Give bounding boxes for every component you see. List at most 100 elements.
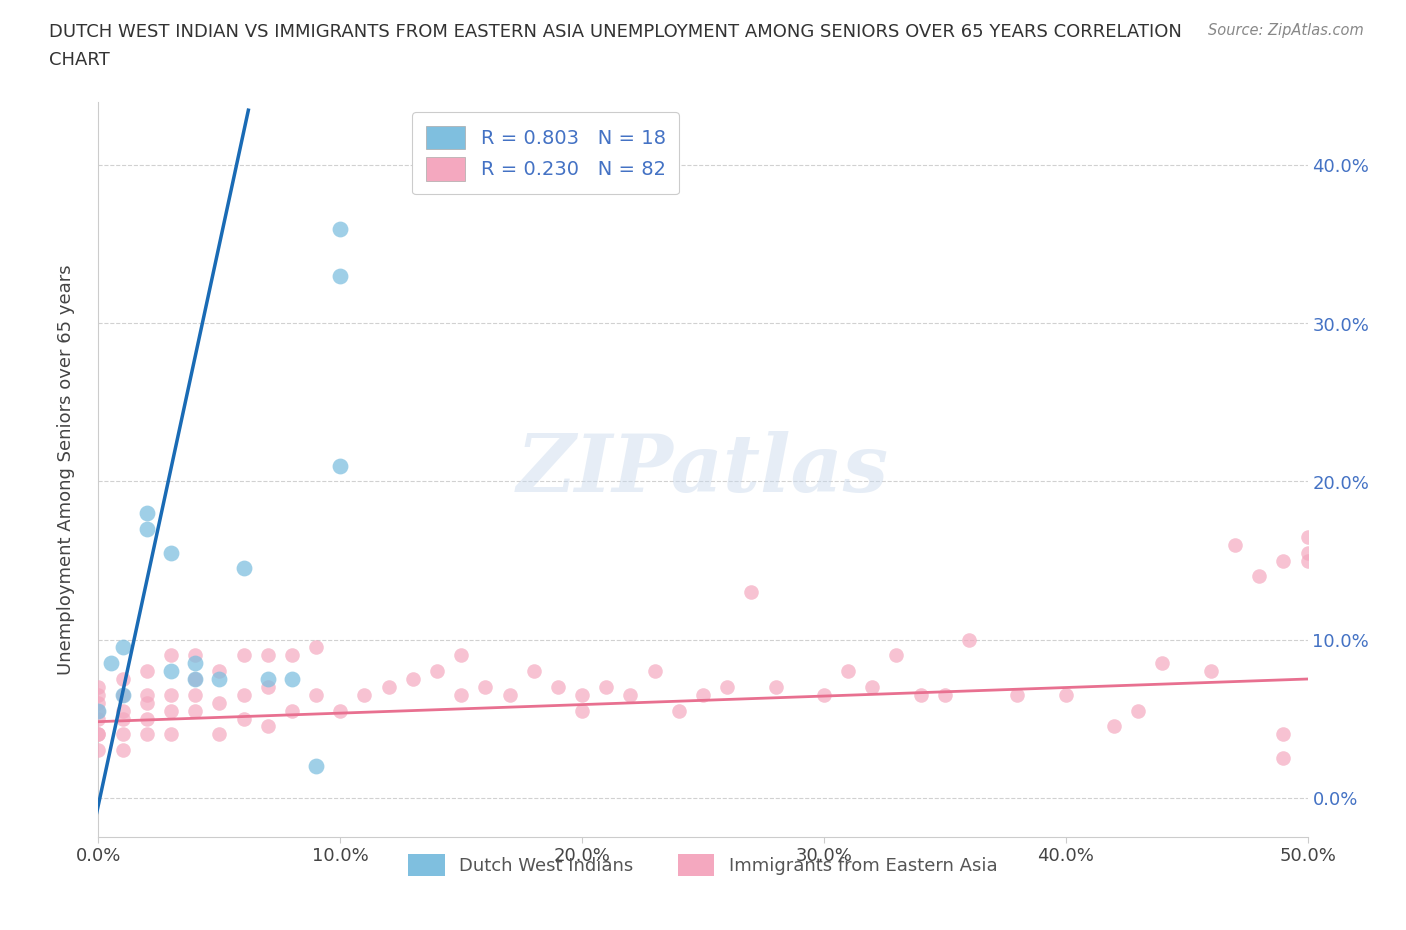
Point <box>740 585 762 600</box>
Point <box>813 687 835 702</box>
Point <box>281 648 304 663</box>
Point <box>232 711 254 726</box>
Point <box>87 687 110 702</box>
Point <box>100 656 122 671</box>
Point <box>184 671 207 686</box>
Point <box>256 680 278 695</box>
Point <box>1199 664 1222 679</box>
Point <box>1102 719 1125 734</box>
Point <box>329 269 352 284</box>
Point <box>595 680 617 695</box>
Point <box>1007 687 1029 702</box>
Point <box>111 687 134 702</box>
Point <box>837 664 859 679</box>
Point <box>184 648 207 663</box>
Point <box>111 687 134 702</box>
Point <box>281 703 304 718</box>
Point <box>87 727 110 742</box>
Point <box>135 711 157 726</box>
Point <box>184 656 207 671</box>
Point <box>135 506 157 521</box>
Point <box>692 687 714 702</box>
Text: ZIPatlas: ZIPatlas <box>517 431 889 509</box>
Point <box>305 759 328 774</box>
Point <box>1272 727 1295 742</box>
Point <box>498 687 520 702</box>
Point <box>208 727 231 742</box>
Point <box>208 696 231 711</box>
Point <box>281 671 304 686</box>
Point <box>329 221 352 236</box>
Point <box>87 743 110 758</box>
Point <box>111 703 134 718</box>
Point <box>87 711 110 726</box>
Point <box>1272 751 1295 765</box>
Point <box>160 703 183 718</box>
Point <box>571 687 593 702</box>
Point <box>232 687 254 702</box>
Point <box>160 727 183 742</box>
Point <box>135 687 157 702</box>
Point <box>111 671 134 686</box>
Point <box>934 687 956 702</box>
Point <box>87 696 110 711</box>
Point <box>305 640 328 655</box>
Point <box>860 680 883 695</box>
Point <box>450 648 472 663</box>
Point <box>353 687 375 702</box>
Point <box>910 687 932 702</box>
Point <box>184 703 207 718</box>
Point <box>644 664 666 679</box>
Text: DUTCH WEST INDIAN VS IMMIGRANTS FROM EASTERN ASIA UNEMPLOYMENT AMONG SENIORS OVE: DUTCH WEST INDIAN VS IMMIGRANTS FROM EAS… <box>49 23 1182 41</box>
Point <box>87 727 110 742</box>
Point <box>1054 687 1077 702</box>
Point <box>111 711 134 726</box>
Point <box>1223 538 1246 552</box>
Point <box>619 687 641 702</box>
Legend: Dutch West Indians, Immigrants from Eastern Asia: Dutch West Indians, Immigrants from East… <box>401 846 1005 884</box>
Point <box>135 522 157 537</box>
Point <box>886 648 908 663</box>
Point <box>957 632 980 647</box>
Point <box>329 703 352 718</box>
Point <box>208 671 231 686</box>
Point <box>208 664 231 679</box>
Point <box>1152 656 1174 671</box>
Point <box>160 648 183 663</box>
Point <box>135 664 157 679</box>
Point <box>571 703 593 718</box>
Point <box>1272 553 1295 568</box>
Point <box>160 664 183 679</box>
Point <box>402 671 425 686</box>
Point <box>256 671 278 686</box>
Point <box>111 727 134 742</box>
Point <box>160 545 183 560</box>
Point <box>377 680 399 695</box>
Point <box>765 680 787 695</box>
Point <box>87 703 110 718</box>
Text: Source: ZipAtlas.com: Source: ZipAtlas.com <box>1208 23 1364 38</box>
Point <box>1296 545 1319 560</box>
Point <box>256 719 278 734</box>
Point <box>329 458 352 473</box>
Point <box>184 687 207 702</box>
Point <box>232 561 254 576</box>
Point <box>1128 703 1150 718</box>
Point <box>1249 569 1271 584</box>
Point <box>547 680 569 695</box>
Point <box>232 648 254 663</box>
Point <box>111 640 134 655</box>
Point <box>160 687 183 702</box>
Point <box>305 687 328 702</box>
Point <box>474 680 496 695</box>
Point <box>87 680 110 695</box>
Text: CHART: CHART <box>49 51 110 69</box>
Y-axis label: Unemployment Among Seniors over 65 years: Unemployment Among Seniors over 65 years <box>56 264 75 675</box>
Point <box>87 703 110 718</box>
Point <box>668 703 690 718</box>
Point <box>1296 553 1319 568</box>
Point <box>256 648 278 663</box>
Point <box>523 664 546 679</box>
Point <box>426 664 449 679</box>
Point <box>450 687 472 702</box>
